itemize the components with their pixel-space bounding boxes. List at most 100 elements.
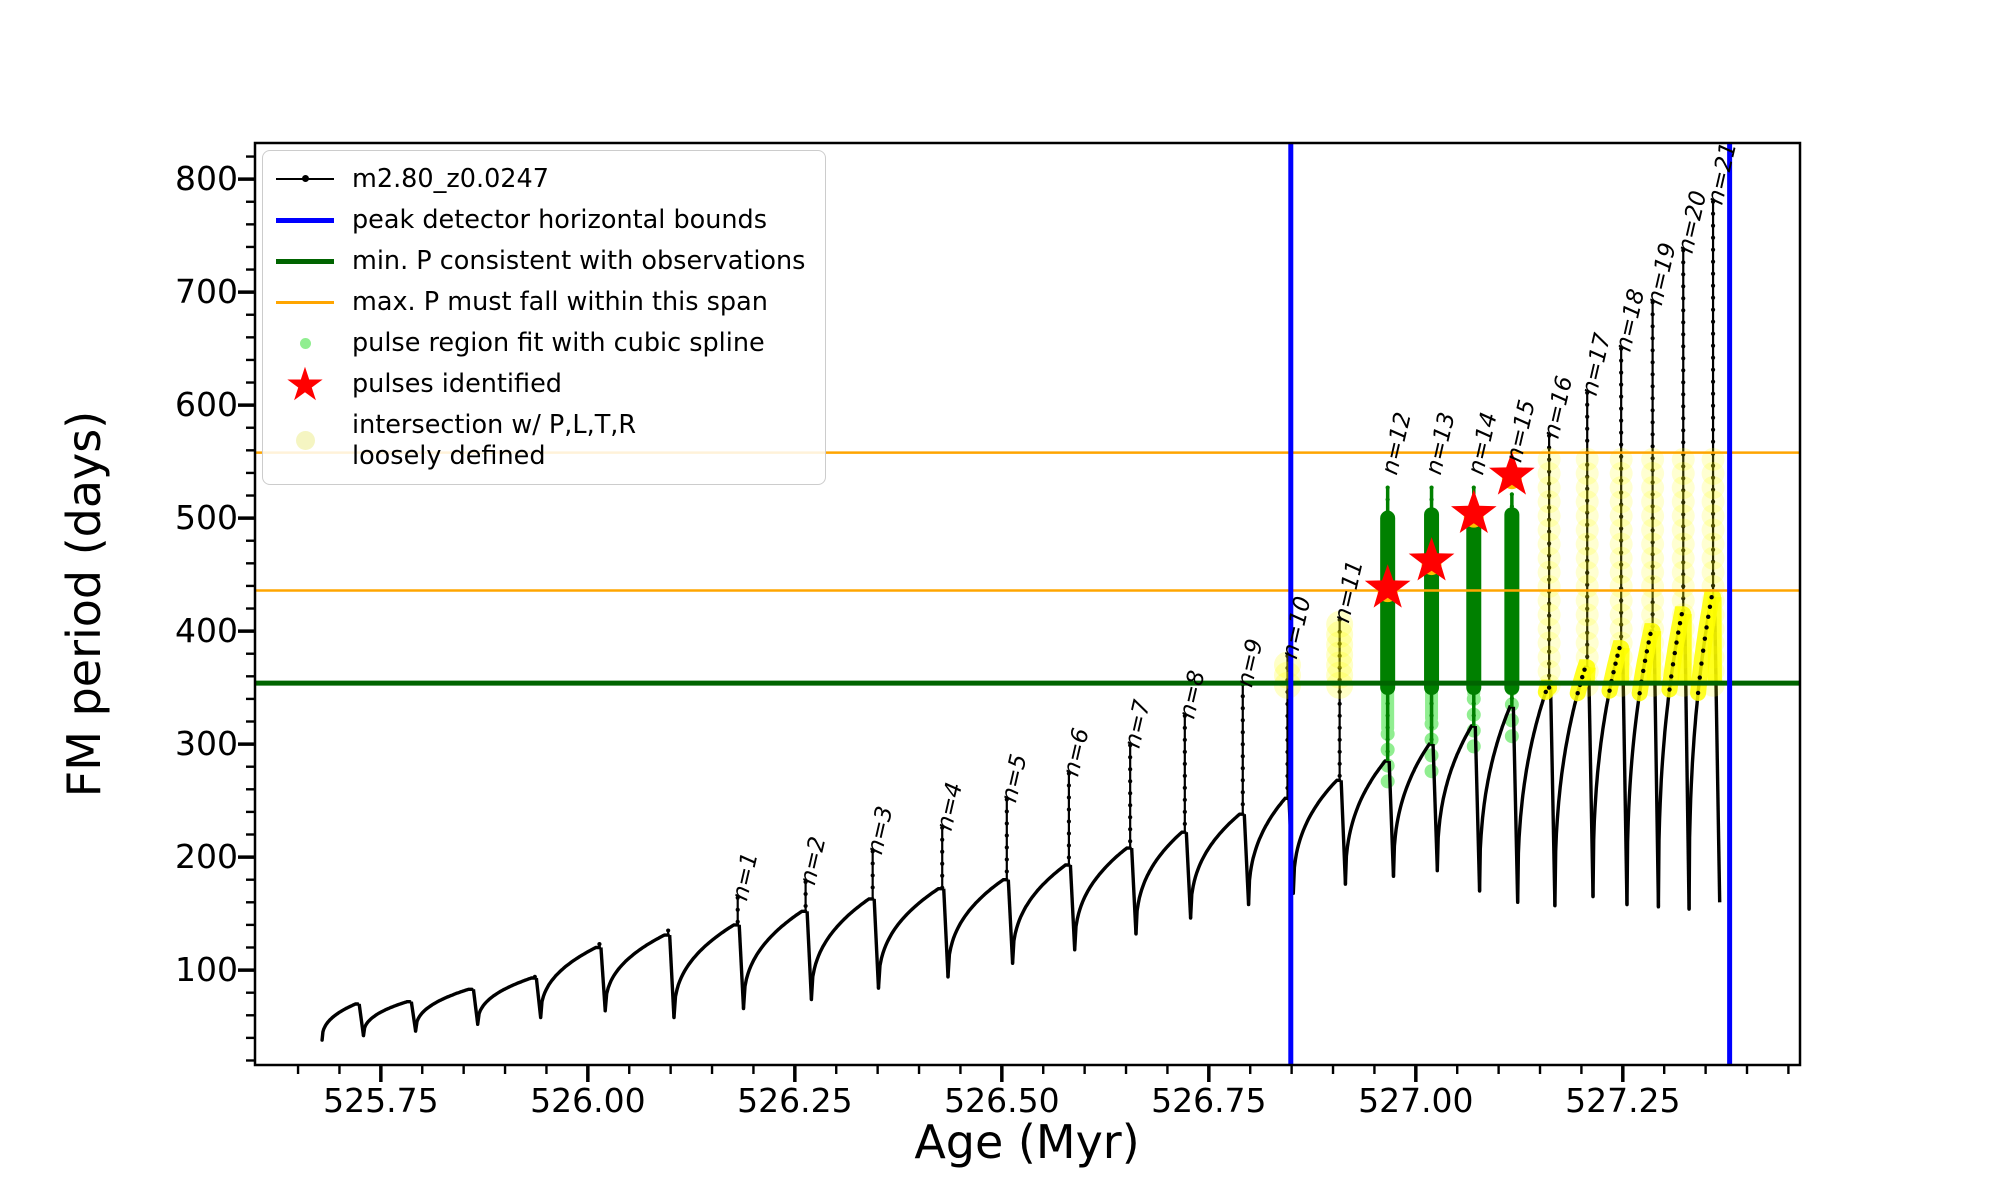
- curve-dot: [1582, 667, 1586, 671]
- spike-dot: [1067, 843, 1071, 847]
- spike-dot: [1241, 718, 1245, 722]
- spike-dot: [1510, 696, 1514, 700]
- spike-dot: [1711, 260, 1715, 264]
- curve-dot: [1701, 648, 1705, 652]
- spike-dot: [1619, 395, 1623, 399]
- line-swatch-icon: [276, 218, 334, 223]
- spike-dot: [1338, 726, 1342, 730]
- spike-dot: [1386, 738, 1390, 742]
- spike-dot: [1338, 738, 1342, 742]
- curve-dot: [1674, 640, 1678, 644]
- curve-dot: [1580, 675, 1584, 679]
- peak-label: n=5: [996, 752, 1032, 805]
- y-tick-label: 500: [175, 498, 238, 537]
- curve-arc: [1249, 798, 1288, 904]
- spike-dot: [736, 920, 740, 924]
- spike-dot: [1711, 416, 1715, 420]
- intersection-drop: [1622, 648, 1623, 683]
- spike-dot: [1183, 786, 1187, 790]
- peak-label: n=3: [862, 804, 898, 857]
- spike-dot: [1681, 416, 1685, 420]
- peak-label: n=1: [727, 850, 763, 903]
- curve-dot: [1643, 659, 1647, 663]
- legend-label: peak detector horizontal bounds: [352, 205, 767, 235]
- spike-dot: [871, 873, 875, 877]
- spike-dot: [1386, 702, 1390, 706]
- spike-dot: [1067, 819, 1071, 823]
- x-tick-label: 527.00: [1358, 1081, 1473, 1120]
- peak-label: n=21: [1703, 140, 1743, 207]
- spike-dot: [1510, 492, 1514, 496]
- legend-item: min. P consistent with observations: [276, 246, 805, 276]
- y-tick-label: 700: [175, 272, 238, 311]
- spike-dot: [1711, 392, 1715, 396]
- intersection-column-dot: [1538, 448, 1561, 471]
- spike-dot: [1681, 260, 1685, 264]
- spike-dot: [1681, 332, 1685, 336]
- curve-dot: [1637, 691, 1641, 695]
- curve-dot: [1678, 621, 1682, 625]
- x-tick-label: 526.00: [530, 1081, 645, 1120]
- line-swatch-icon: [276, 301, 334, 304]
- spike-dot: [1681, 392, 1685, 396]
- curve-arc: [811, 899, 872, 1000]
- curve-dot: [1708, 605, 1712, 609]
- peak-label: n=17: [1577, 330, 1617, 398]
- spike-dot: [1681, 404, 1685, 408]
- spike-dot: [1429, 486, 1433, 490]
- spike-dot: [1585, 403, 1589, 407]
- curve-arc: [674, 925, 738, 1018]
- spike-dot: [1338, 750, 1342, 754]
- dot-marker-icon: [276, 431, 334, 450]
- peak-label: n=7: [1120, 697, 1156, 750]
- spike-dot: [1619, 431, 1623, 435]
- legend-item: ★pulses identified: [276, 369, 805, 399]
- spike-dot: [597, 942, 601, 946]
- curve-dot: [1703, 636, 1707, 640]
- curve-dot: [1667, 687, 1671, 691]
- spike-dot: [1338, 762, 1342, 766]
- curve-dot: [1648, 632, 1652, 636]
- spike-dot: [1241, 778, 1245, 782]
- curve-dot: [1704, 625, 1708, 629]
- spike-dot: [1651, 324, 1655, 328]
- spike-dot: [1651, 384, 1655, 388]
- spike-dot: [1651, 372, 1655, 376]
- spike-dot: [1067, 831, 1071, 835]
- spike-dot: [1681, 344, 1685, 348]
- spike-dot: [1681, 440, 1685, 444]
- peak-label: n=12: [1377, 410, 1417, 477]
- spike-dot: [940, 874, 944, 878]
- spike-dot: [1681, 356, 1685, 360]
- curve-dot: [1547, 685, 1551, 689]
- intersection-column-dot: [1672, 448, 1695, 471]
- curve-arc: [541, 948, 600, 1018]
- spike-dot: [1711, 284, 1715, 288]
- spike-dot: [1472, 714, 1476, 718]
- peak-label: n=8: [1174, 668, 1210, 721]
- intersection-column-dot: [1576, 448, 1599, 471]
- y-tick-label: 300: [175, 724, 238, 763]
- spike-dot: [1183, 774, 1187, 778]
- curve-arc: [478, 978, 535, 1024]
- curve-dot: [1676, 630, 1680, 634]
- y-tick-label: 800: [175, 159, 238, 198]
- curve-arc: [1394, 744, 1432, 876]
- spike-dot: [1429, 714, 1433, 718]
- spike-dot: [1681, 368, 1685, 372]
- spike-dot: [1128, 839, 1132, 843]
- spike-dot: [1067, 807, 1071, 811]
- x-tick-label: 527.25: [1565, 1081, 1680, 1120]
- curve-dot: [1607, 688, 1611, 692]
- curve-dot: [1646, 640, 1650, 644]
- spike-dot: [940, 862, 944, 866]
- spike-dot: [940, 850, 944, 854]
- spike-dot: [940, 838, 944, 842]
- legend-item: pulse region fit with cubic spline: [276, 328, 805, 358]
- spike-dot: [1472, 486, 1476, 490]
- spike-dot: [1241, 790, 1245, 794]
- spike-dot: [1651, 336, 1655, 340]
- spike-dot: [1241, 730, 1245, 734]
- curve-dot: [1617, 646, 1621, 650]
